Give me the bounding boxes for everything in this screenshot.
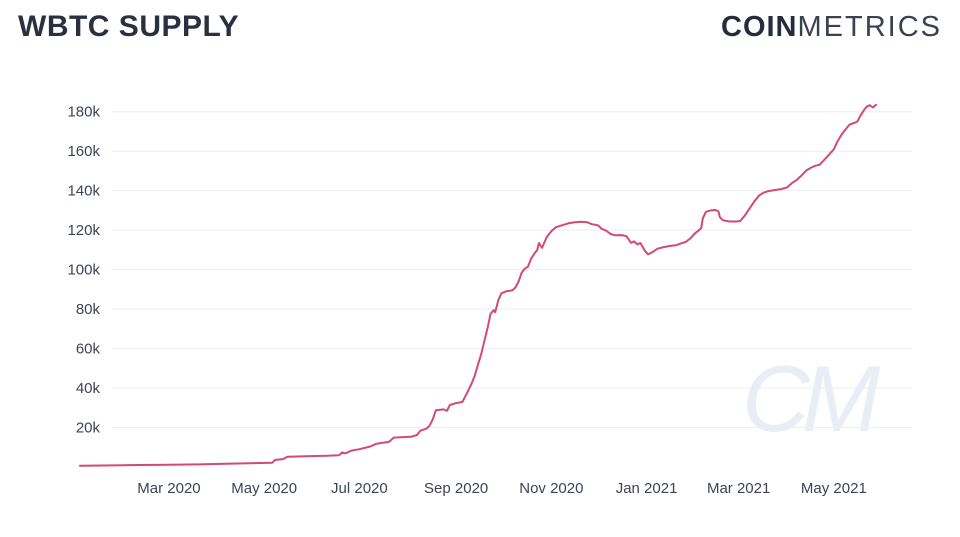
x-tick-label: Mar 2021: [707, 480, 770, 497]
x-tick-label: May 2020: [231, 480, 297, 497]
y-tick-label: 140k: [67, 183, 100, 200]
x-tick-label: Mar 2020: [137, 480, 200, 497]
y-tick-label: 120k: [67, 222, 100, 239]
x-tick-label: May 2021: [801, 480, 867, 497]
coinmetrics-watermark-icon: CM: [742, 346, 880, 451]
logo-metrics-text: METRICS: [797, 11, 942, 43]
coinmetrics-logo: COINMETRICS: [721, 11, 942, 44]
series-layer: [79, 103, 877, 467]
y-tick-label: 60k: [76, 341, 101, 358]
x-tick-label: Nov 2020: [519, 480, 583, 497]
y-tick-label: 40k: [76, 380, 101, 397]
y-tick-label: 80k: [76, 301, 101, 318]
supply-line-series: [79, 103, 877, 467]
x-tick-label: Jul 2020: [331, 480, 388, 497]
y-tick-label: 20k: [76, 420, 101, 437]
x-axis-tick-labels: Mar 2020 May 2020 Jul 2020 Sep 2020 Nov 2020…: [137, 480, 867, 497]
y-tick-label: 160k: [67, 143, 100, 160]
logo-coin-text: COIN: [721, 11, 798, 43]
y-tick-label: 180k: [67, 104, 100, 121]
chart-header: WBTC SUPPLY COINMETRICS: [0, 0, 960, 60]
y-axis-tick-labels: 20k 40k 60k 80k 100k 120k 140k 160k 180k: [67, 104, 100, 437]
y-tick-label: 100k: [67, 262, 100, 279]
gridlines: [112, 111, 912, 429]
x-tick-label: Jan 2021: [616, 480, 678, 497]
x-tick-label: Sep 2020: [424, 480, 488, 497]
page-title: WBTC SUPPLY: [18, 10, 240, 43]
